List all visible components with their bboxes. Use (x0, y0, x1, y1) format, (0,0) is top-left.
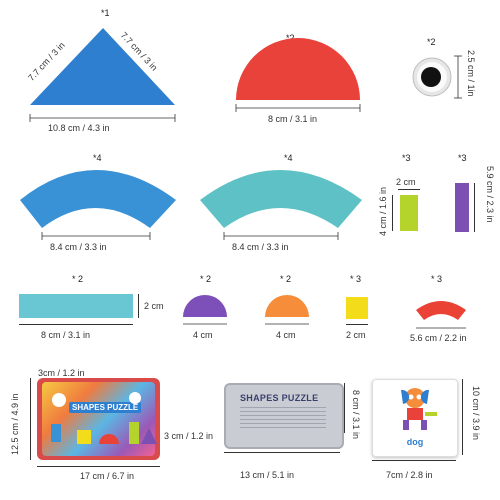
blue-arc-width-label: 8.4 cm / 3.3 in (50, 242, 107, 252)
teal-arc-width-label: 8.4 cm / 3.3 in (232, 242, 289, 252)
triangle-count: *1 (101, 8, 110, 18)
triangle-base-label: 10.8 cm / 4.3 in (48, 123, 110, 133)
open-tin-depth-label: 3cm / 1.2 in (38, 368, 85, 378)
green-block-height-line (392, 195, 393, 231)
green-block-width-label: 2 cm (396, 177, 416, 187)
closed-tin-text-block (240, 407, 326, 431)
teal-bar-height-label: 2 cm (144, 301, 164, 311)
closed-tin-depth-label: 3 cm / 1.2 in (164, 431, 214, 441)
open-tin-box: SHAPES PUZZLE (37, 378, 160, 460)
googly-eye-count: *2 (427, 37, 436, 47)
red-arc-count: * 3 (431, 274, 443, 284)
red-semicircle-count: *2 (286, 33, 295, 43)
open-tin-title: SHAPES PUZZLE (69, 402, 142, 413)
purple-block-piece (455, 183, 469, 232)
open-tin-width-label: 17 cm / 6.7 in (80, 471, 135, 481)
card-width-line (372, 460, 456, 461)
open-tin-height-line (30, 378, 31, 460)
card-height-line (462, 379, 463, 455)
blue-arc-count: *4 (93, 153, 102, 163)
dog-figure-icon (401, 388, 437, 430)
yellow-square-width-line (346, 324, 368, 325)
green-block-width-line (398, 189, 420, 190)
purple-block-count: *3 (458, 153, 467, 163)
orange-semicircle-count: * 2 (280, 274, 292, 284)
teal-bar-width-line (19, 324, 133, 325)
teal-bar-piece (19, 294, 133, 318)
teal-bar-height-line (138, 294, 139, 318)
open-tin-width-line (37, 466, 160, 467)
card-height-label: 10 cm / 3.9 in (471, 386, 481, 441)
closed-tin-title: SHAPES PUZZLE (240, 393, 319, 403)
orange-semicircle-width-label: 4 cm (276, 330, 296, 340)
teal-arc-count: *4 (284, 153, 293, 163)
yellow-square-piece (346, 297, 368, 319)
teal-bar-width-label: 8 cm / 3.1 in (41, 330, 91, 340)
purple-semicircle-width-label: 4 cm (193, 330, 213, 340)
closed-tin-width-label: 13 cm / 5.1 in (240, 470, 295, 480)
closed-tin-width-line (224, 452, 340, 453)
red-arc-width-label: 5.6 cm / 2.2 in (410, 333, 467, 343)
closed-tin-box: SHAPES PUZZLE (224, 383, 344, 449)
red-semicircle-width-label: 8 cm / 3.1 in (268, 114, 318, 124)
purple-semicircle-count: * 2 (200, 274, 212, 284)
green-block-count: *3 (402, 153, 411, 163)
teal-bar-count: * 2 (72, 274, 84, 284)
green-block-piece (400, 195, 418, 231)
yellow-square-width-label: 2 cm (346, 330, 366, 340)
puzzle-card: dog (372, 379, 458, 457)
open-tin-height-label: 12.5 cm / 4.9 in (10, 393, 20, 455)
closed-tin-height-line (344, 383, 345, 433)
card-word: dog (406, 437, 424, 447)
closed-tin-height-label: 8 cm / 3.1 in (351, 390, 361, 440)
purple-block-height-line (474, 183, 475, 232)
open-tin-figures (51, 392, 157, 444)
card-width-label: 7cm / 2.8 in (386, 470, 433, 480)
yellow-square-count: * 3 (350, 274, 362, 284)
